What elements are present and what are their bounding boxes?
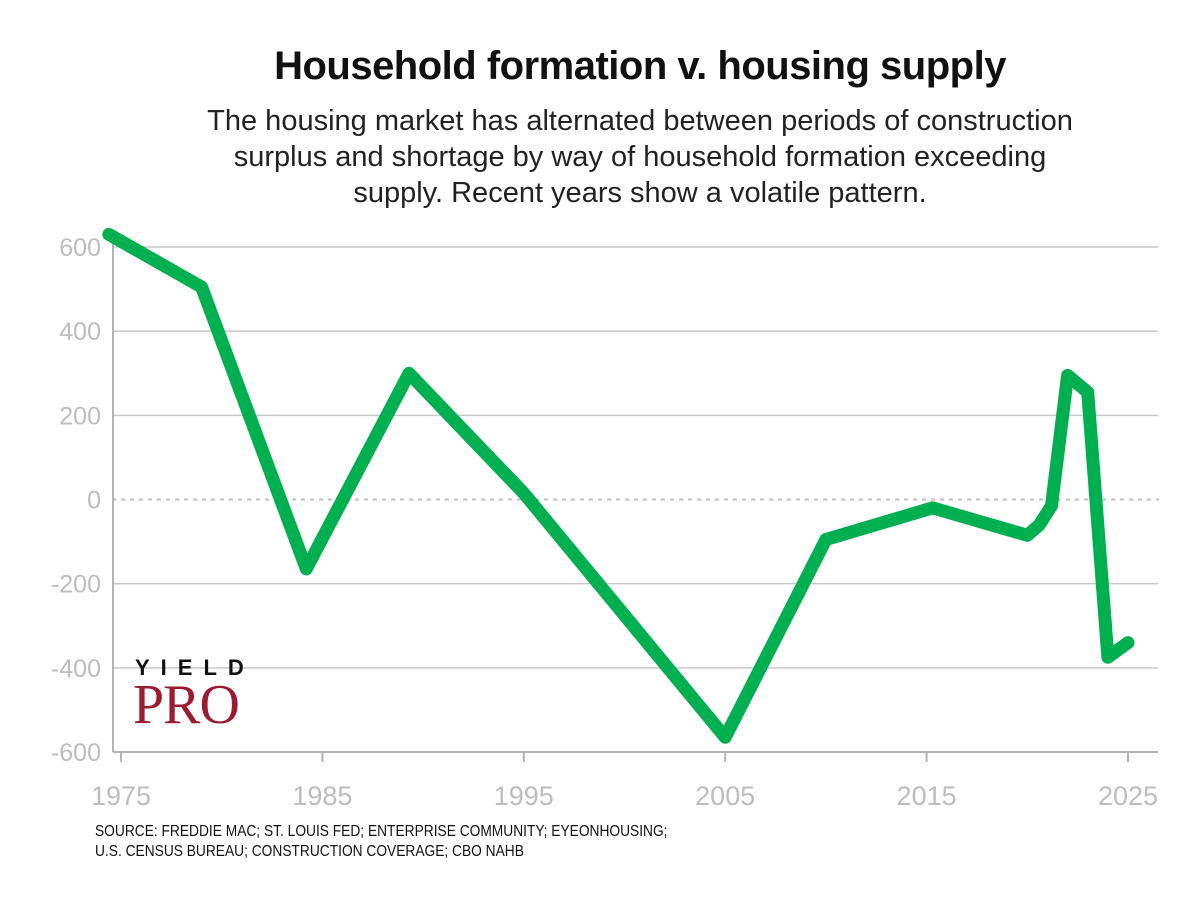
x-tick-label: 1995	[494, 781, 554, 811]
x-tick-label: 2005	[695, 781, 755, 811]
y-tick-label: 0	[87, 487, 101, 515]
y-tick-label: -200	[51, 571, 101, 599]
x-tick-label: 2025	[1098, 781, 1158, 811]
y-tick-label: 200	[59, 402, 101, 430]
subtitle-line: supply. Recent years show a volatile pat…	[353, 177, 927, 209]
subtitle-line: surplus and shortage by way of household…	[233, 141, 1047, 173]
source-line: U.S. CENSUS BUREAU; CONSTRUCTION COVERAG…	[95, 843, 524, 860]
y-tick-label: -400	[51, 655, 101, 683]
x-tick-label: 2015	[897, 781, 957, 811]
y-tick-label: 600	[59, 234, 101, 262]
source-line: SOURCE: FREDDIE MAC; ST. LOUIS FED; ENTE…	[95, 823, 668, 840]
logo-main-text: PRO	[133, 674, 240, 736]
yieldpro-logo: YIELD PRO	[133, 655, 273, 735]
tick-label-layer: -600 -400 -200 0 200 400 600 1975 1985 1995 2005 20…	[51, 234, 1158, 811]
series-layer	[102, 227, 1135, 744]
chart-subtitle: The housing market has alternated betwee…	[120, 103, 1160, 211]
grid-layer	[111, 246, 1160, 669]
axis-layer	[112, 230, 1158, 762]
x-tick-label: 1985	[292, 781, 352, 811]
x-tick-label: 1975	[91, 781, 151, 811]
subtitle-line: The housing market has alternated betwee…	[207, 105, 1073, 137]
chart-title: Household formation v. housing supply	[274, 44, 1006, 88]
logo-top-text: YIELD	[135, 655, 255, 680]
y-tick-label: -600	[51, 739, 101, 767]
source-note: SOURCE: FREDDIE MAC; ST. LOUIS FED; ENTE…	[95, 822, 869, 862]
y-tick-label: 400	[59, 318, 101, 346]
